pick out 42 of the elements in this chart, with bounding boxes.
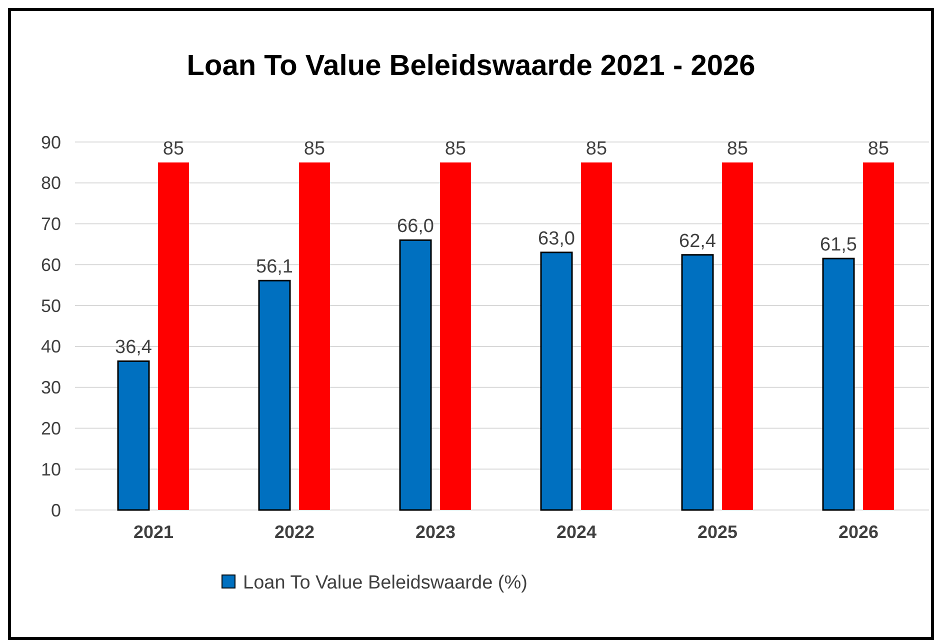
data-label: 85 (868, 138, 890, 160)
x-tick-label: 2023 (415, 522, 456, 542)
bar (540, 252, 573, 511)
bar (822, 258, 855, 511)
y-tick-label: 50 (40, 296, 61, 316)
data-label: 61,5 (820, 234, 857, 256)
data-label: 66,0 (397, 216, 434, 238)
x-tick-label: 2022 (274, 522, 315, 542)
x-tick-label: 2024 (556, 522, 597, 542)
bar (863, 162, 894, 510)
data-label: 56,1 (256, 256, 293, 278)
bar (299, 162, 330, 510)
x-tick-label: 2026 (838, 522, 879, 542)
y-tick-label: 80 (40, 173, 61, 194)
data-label: 85 (444, 138, 466, 160)
data-label: 63,0 (538, 228, 575, 250)
y-tick-label: 40 (40, 336, 61, 357)
bar (722, 162, 753, 510)
y-tick-label: 90 (40, 132, 61, 152)
bar (440, 162, 471, 510)
legend-label: Loan To Value Beleidswaarde (%) (243, 572, 528, 594)
data-label: 36,4 (115, 337, 152, 358)
x-tick-label: 2025 (697, 522, 738, 542)
y-tick-label: 10 (40, 459, 61, 480)
y-tick-label: 0 (50, 500, 61, 520)
bar (158, 162, 189, 510)
chart-title: Loan To Value Beleidswaarde 2021 - 2026 (186, 50, 756, 82)
data-label: 85 (162, 138, 184, 160)
bar (258, 280, 291, 511)
data-label: 85 (586, 138, 608, 160)
data-label: 85 (304, 138, 326, 160)
y-tick-label: 60 (40, 254, 61, 275)
y-tick-label: 30 (40, 378, 61, 398)
bar (399, 239, 432, 511)
bar (117, 360, 150, 511)
data-label: 85 (726, 138, 748, 160)
x-tick-label: 2021 (133, 522, 174, 542)
y-tick-label: 20 (40, 418, 61, 439)
data-label: 62,4 (679, 230, 716, 252)
bar (681, 254, 714, 511)
bar (581, 162, 612, 510)
y-tick-label: 70 (40, 214, 61, 234)
